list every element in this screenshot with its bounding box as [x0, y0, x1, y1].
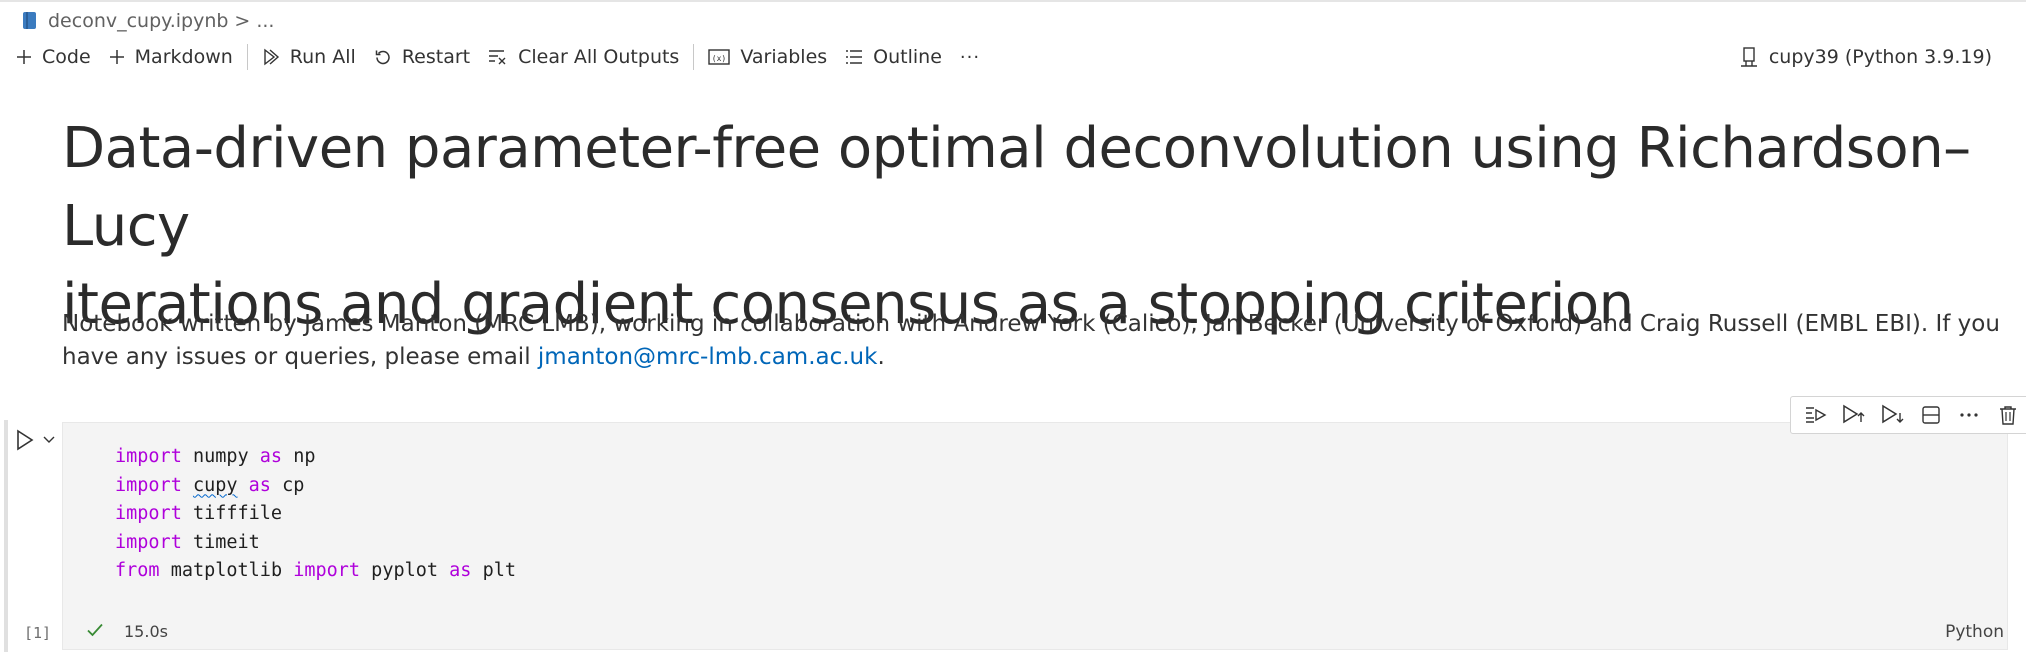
add-markdown-button[interactable]: Markdown	[103, 41, 239, 73]
breadcrumb: deconv_cupy.ipynb > ...	[22, 8, 274, 34]
check-icon	[87, 623, 103, 637]
execution-count: [1]	[24, 624, 52, 642]
execute-below-button[interactable]	[1878, 400, 1908, 430]
breadcrumb-more[interactable]: ...	[256, 10, 275, 32]
outline-label: Outline	[873, 46, 942, 68]
window-top-border	[0, 0, 2026, 2]
add-markdown-label: Markdown	[134, 46, 233, 68]
split-cell-icon	[1922, 406, 1940, 424]
breadcrumb-file[interactable]: deconv_cupy.ipynb	[48, 10, 229, 32]
toolbar-divider	[693, 44, 695, 70]
add-code-label: Code	[42, 46, 91, 68]
add-code-button[interactable]: Code	[10, 41, 97, 73]
markdown-cell-paragraph: Notebook written by James Manton (MRC LM…	[62, 308, 2002, 374]
delete-icon	[1999, 406, 2016, 425]
variables-button[interactable]: (x) Variables	[702, 41, 833, 73]
execute-above-icon	[1843, 404, 1865, 424]
code-line: import numpy as np	[115, 446, 316, 467]
markdown-cell-title[interactable]: Data-driven parameter-free optimal decon…	[62, 110, 2002, 344]
title-line-2: iterations and gradient consensus as a s…	[62, 272, 1634, 337]
run-cell-icon[interactable]	[14, 428, 36, 452]
paragraph-text: Notebook written by James Manton (MRC LM…	[62, 311, 2000, 370]
more-icon: ···	[959, 46, 981, 68]
code-line: import tifffile	[115, 503, 283, 524]
variables-icon: (x)	[708, 49, 731, 65]
execute-above-button[interactable]	[1839, 400, 1869, 430]
run-all-label: Run All	[289, 46, 356, 68]
notebook-toolbar: Code Markdown Run All Restart Clear All …	[10, 40, 992, 74]
code-content: import numpy as np import cupy as cp imp…	[115, 443, 516, 586]
code-line: import timeit	[115, 531, 260, 553]
run-all-icon	[264, 48, 279, 66]
add-code-icon	[17, 50, 31, 64]
clear-outputs-button[interactable]: Clear All Outputs	[482, 41, 685, 73]
execute-above-icon	[1806, 407, 1827, 423]
cell-focus-bar	[4, 420, 8, 652]
more-icon	[1960, 413, 1979, 417]
cell-toolbar	[1790, 396, 2026, 434]
restart-label: Restart	[401, 46, 471, 68]
kernel-picker[interactable]: cupy39 (Python 3.9.19)	[1739, 40, 1992, 74]
more-actions-button[interactable]: ···	[954, 41, 986, 73]
page-title: Data-driven parameter-free optimal decon…	[62, 110, 2002, 344]
execution-time: 15.0s	[124, 622, 168, 641]
more-cell-actions-button[interactable]	[1954, 400, 1984, 430]
code-cell: import numpy as np import cupy as cp imp…	[0, 396, 2026, 658]
split-cell-button[interactable]	[1916, 400, 1946, 430]
outline-button[interactable]: Outline	[839, 41, 948, 73]
kernel-label: cupy39 (Python 3.9.19)	[1768, 46, 1992, 68]
code-editor[interactable]: import numpy as np import cupy as cp imp…	[62, 396, 2026, 650]
unresolved-import: cupy	[192, 474, 238, 496]
clear-outputs-icon	[489, 50, 506, 65]
clear-outputs-label: Clear All Outputs	[518, 46, 680, 68]
svg-text:(x): (x)	[712, 54, 726, 63]
code-line: from matplotlib import pyplot as plt	[115, 560, 516, 581]
file-icon	[23, 12, 36, 29]
cell-language-picker[interactable]: Python	[1945, 622, 2004, 642]
toolbar-divider	[246, 44, 248, 70]
kernel-icon	[1740, 47, 1757, 67]
title-line-1: Data-driven parameter-free optimal decon…	[62, 116, 1971, 259]
paragraph-end: .	[877, 344, 885, 370]
code-line: import cupy as cp	[115, 474, 305, 496]
chevron-down-icon[interactable]	[42, 432, 56, 446]
add-markdown-icon	[109, 50, 124, 64]
restart-icon	[375, 50, 390, 65]
execute-below-icon	[1882, 404, 1904, 424]
outline-icon	[846, 50, 863, 64]
execute-above-and-focus-button[interactable]	[1801, 400, 1831, 430]
variables-label: Variables	[740, 46, 828, 68]
run-all-button[interactable]: Run All	[256, 41, 362, 73]
breadcrumb-separator: >	[234, 10, 251, 32]
delete-cell-button[interactable]	[1993, 400, 2023, 430]
email-link[interactable]: jmanton@mrc-lmb.cam.ac.uk	[537, 344, 878, 370]
restart-button[interactable]: Restart	[368, 41, 476, 73]
